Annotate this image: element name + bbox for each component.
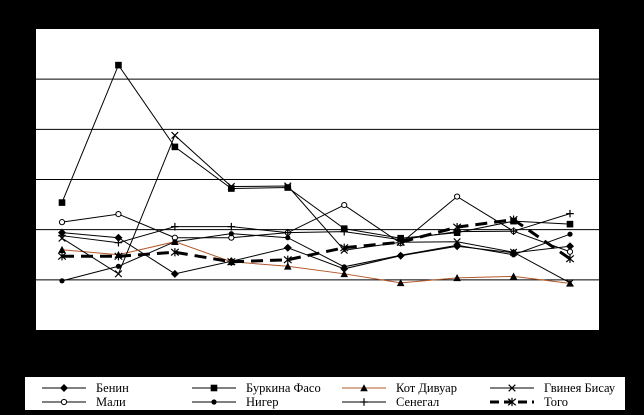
legend-item-niger: Нигер [190,395,278,409]
data-point [509,227,518,235]
series-line [61,134,571,284]
legend-marker [360,384,368,392]
legend-label-mali: Мали [96,395,126,409]
data-point [114,233,123,242]
data-point [227,257,236,266]
data-point [57,252,67,261]
data-point [566,220,574,228]
data-point [566,279,574,287]
data-point [510,252,517,258]
series-line [61,195,571,253]
data-point [115,211,122,218]
legend-marker [60,384,68,392]
series-7 [57,215,575,266]
data-point [340,243,349,252]
legend-marker [360,398,368,406]
data-point [58,199,66,206]
legend-item-senegal: Сенегал [340,395,439,409]
legend-label-togo: Того [544,395,569,409]
legend-swatch-guinea-bissau [490,384,534,392]
data-point [283,255,292,264]
legend-item-togo: Того [488,395,568,409]
legend-marker [60,398,68,406]
data-point [396,279,405,287]
data-point [454,193,461,200]
legend-item-burkina-faso: Буркина Фасо [190,381,321,395]
legend-swatch-niger [192,399,236,405]
data-point [340,227,349,236]
data-point [171,131,179,140]
data-point [452,223,462,232]
legend-item-guinea-bissau: Гвинея Бисау [488,381,615,395]
data-point [171,143,179,151]
data-point [454,242,460,248]
series-line [62,218,571,264]
data-point [509,272,518,280]
legend-label-burkina-faso: Буркина Фасо [246,381,321,395]
gridlines [36,78,599,281]
data-point [398,252,404,258]
series-group [57,61,575,287]
data-point [170,248,180,257]
data-point [227,222,236,231]
data-point [283,228,292,237]
data-point [340,270,349,278]
series-line [61,64,571,239]
data-point [170,269,179,278]
data-point [58,245,66,254]
data-point [227,182,236,191]
data-point [171,222,179,231]
legend-marker [210,384,218,392]
data-point [566,248,574,255]
legend-swatch-burkina-faso [192,384,236,392]
data-point [114,252,123,261]
data-point [58,219,66,226]
data-point [567,231,573,237]
data-point [59,278,65,284]
data-point [114,270,123,278]
data-point [115,61,122,69]
data-point [283,243,292,252]
data-point [284,182,292,190]
legend-item-benin: Бенин [40,381,129,395]
data-point [396,238,405,247]
legend-swatch-cote-divoire [342,384,386,392]
legend-label-cote-divoire: Кот Дивуар [396,381,457,395]
data-point [453,274,461,282]
data-point [509,215,518,224]
data-point [566,242,574,251]
legend-item-cote-divoire: Кот Дивуар [340,381,457,395]
legend-marker [508,384,516,392]
series-line [61,213,571,244]
legend-label-benin: Бенин [96,381,129,395]
series-line [61,241,571,284]
legend-item-mali: Мали [40,395,126,409]
data-point [283,262,292,270]
legend-marker [507,397,517,407]
data-point [565,254,575,263]
data-point [285,235,291,241]
legend-label-niger: Нигер [246,395,279,409]
legend-swatch-benin [42,384,86,392]
data-point [228,185,235,192]
data-point [115,263,122,269]
legend-swatch-mali [42,398,86,406]
data-point [58,231,66,240]
data-point [284,184,292,191]
legend-swatch-senegal [342,398,386,406]
data-point [172,239,178,245]
legend-swatch-togo [490,397,534,407]
legend: Бенин Буркина Фасо Кот Дивуар Гвинея Бис… [25,377,625,410]
legend-label-senegal: Сенегал [396,395,440,409]
data-point [228,231,234,237]
data-point [114,238,123,247]
legend-marker [211,399,217,405]
legend-label-guinea-bissau: Гвинея Бисау [544,381,616,395]
data-point [566,209,574,218]
data-point [341,201,348,209]
data-point [341,264,347,270]
